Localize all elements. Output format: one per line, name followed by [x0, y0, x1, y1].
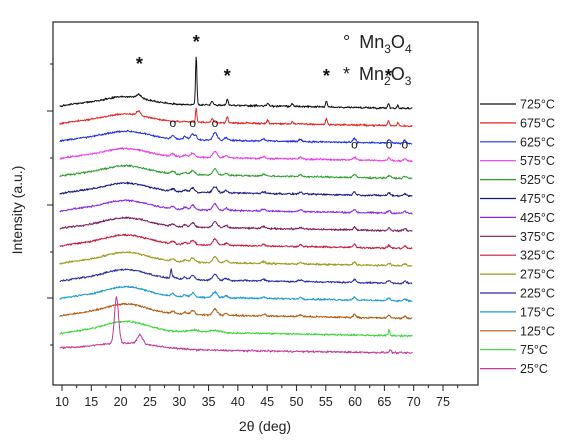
phase-key-mn3o4-sub2: 4: [405, 42, 412, 56]
curve-225c: [59, 268, 413, 285]
phase-key-mn2o3-el1: Mn: [359, 64, 384, 84]
legend-label-275c: 275°C: [520, 268, 555, 282]
y-axis-ticks: [47, 63, 53, 346]
curve-625c: [59, 129, 413, 145]
legend-label-25c: 25°C: [520, 362, 548, 376]
x-tick-label-55: 55: [319, 395, 333, 409]
peak-marker-mn3o4-10: o: [402, 138, 409, 152]
x-tick-label-10: 10: [55, 395, 69, 409]
peak-marker-mn2o3-0: *: [136, 54, 143, 74]
curve-175c: [59, 285, 413, 303]
curve-675c: [59, 107, 413, 128]
curve-275c: [59, 251, 413, 267]
curve-475c: [59, 181, 413, 198]
legend-label-525c: 525°C: [520, 173, 555, 187]
legend-label-725c: 725°C: [520, 98, 555, 112]
phase-key-mn3o4: ° Mn3O4: [343, 32, 412, 56]
phase-key-mn2o3-el2: O: [391, 64, 405, 84]
x-tick-label-75: 75: [436, 395, 450, 409]
peak-marker-mn3o4-5: o: [169, 116, 176, 130]
curve-125c: [59, 302, 413, 320]
x-tick-label-30: 30: [172, 395, 186, 409]
x-tick-label-40: 40: [231, 395, 245, 409]
phase-key-mn2o3-symbol: *: [343, 64, 350, 84]
curve-525c: [59, 164, 413, 180]
phase-key: ° Mn3O4 * Mn2O3: [343, 32, 412, 88]
legend-label-625c: 625°C: [520, 135, 555, 149]
phase-key-mn3o4-el2: O: [391, 32, 405, 52]
phase-key-mn3o4-sub1: 3: [384, 42, 391, 56]
peak-marker-mn3o4-9: o: [386, 138, 393, 152]
x-tick-label-45: 45: [260, 395, 274, 409]
peak-marker-mn2o3-3: *: [323, 66, 330, 86]
curve-325c: [59, 233, 413, 250]
curve-425c: [59, 199, 413, 215]
peak-marker-mn3o4-8: o: [351, 138, 358, 152]
peak-markers: *** * *o o oo o o: [136, 32, 409, 152]
legend-label-475c: 475°C: [520, 192, 555, 206]
peak-marker-mn3o4-7: o: [212, 116, 219, 130]
x-tick-label-15: 15: [84, 395, 98, 409]
x-tick-label-70: 70: [407, 395, 421, 409]
legend-label-425c: 425°C: [520, 211, 555, 225]
x-tick-label-65: 65: [377, 395, 391, 409]
legend-label-375c: 375°C: [520, 230, 555, 244]
legend-label-75c: 75°C: [520, 343, 548, 357]
curve-75c: [59, 320, 413, 338]
y-axis-title: Intensity (a.u.): [9, 166, 25, 255]
legend-label-575c: 575°C: [520, 154, 555, 168]
legend-label-225c: 225°C: [520, 287, 555, 301]
curve-25c: [59, 296, 413, 355]
curve-575c: [59, 147, 413, 163]
x-axis-ticks: 10 15 20 25 30 35 40 45 50 55 60 65 70 75: [55, 385, 459, 409]
legend-label-325c: 325°C: [520, 249, 555, 263]
x-tick-label-20: 20: [114, 395, 128, 409]
phase-key-mn2o3: * Mn2O3: [343, 64, 412, 88]
curve-725c: [59, 56, 413, 110]
legend-label-125c: 125°C: [520, 324, 555, 338]
peak-marker-mn2o3-4: *: [385, 66, 392, 86]
curve-375c: [59, 216, 413, 233]
x-tick-label-25: 25: [143, 395, 157, 409]
peak-marker-mn2o3-2: *: [224, 66, 231, 86]
diffraction-curves: [59, 56, 413, 355]
phase-key-mn2o3-sub2: 3: [405, 74, 412, 88]
peak-marker-mn2o3-1: *: [193, 32, 200, 52]
phase-key-mn3o4-el1: Mn: [359, 32, 384, 52]
x-tick-label-50: 50: [290, 395, 304, 409]
legend-label-675c: 675°C: [520, 116, 555, 130]
x-tick-label-35: 35: [202, 395, 216, 409]
phase-key-mn3o4-symbol: °: [343, 32, 350, 52]
phase-key-mn2o3-sub1: 2: [384, 74, 391, 88]
peak-marker-mn3o4-6: o: [189, 116, 196, 130]
x-axis-title: 2θ (deg): [239, 418, 291, 434]
legend: 725°C 675°C 625°C 575°C 525°C 475°C 425°C 375°C…: [480, 98, 555, 376]
legend-label-175c: 175°C: [520, 305, 555, 319]
plot-frame: [52, 21, 479, 386]
x-tick-label-60: 60: [348, 395, 362, 409]
